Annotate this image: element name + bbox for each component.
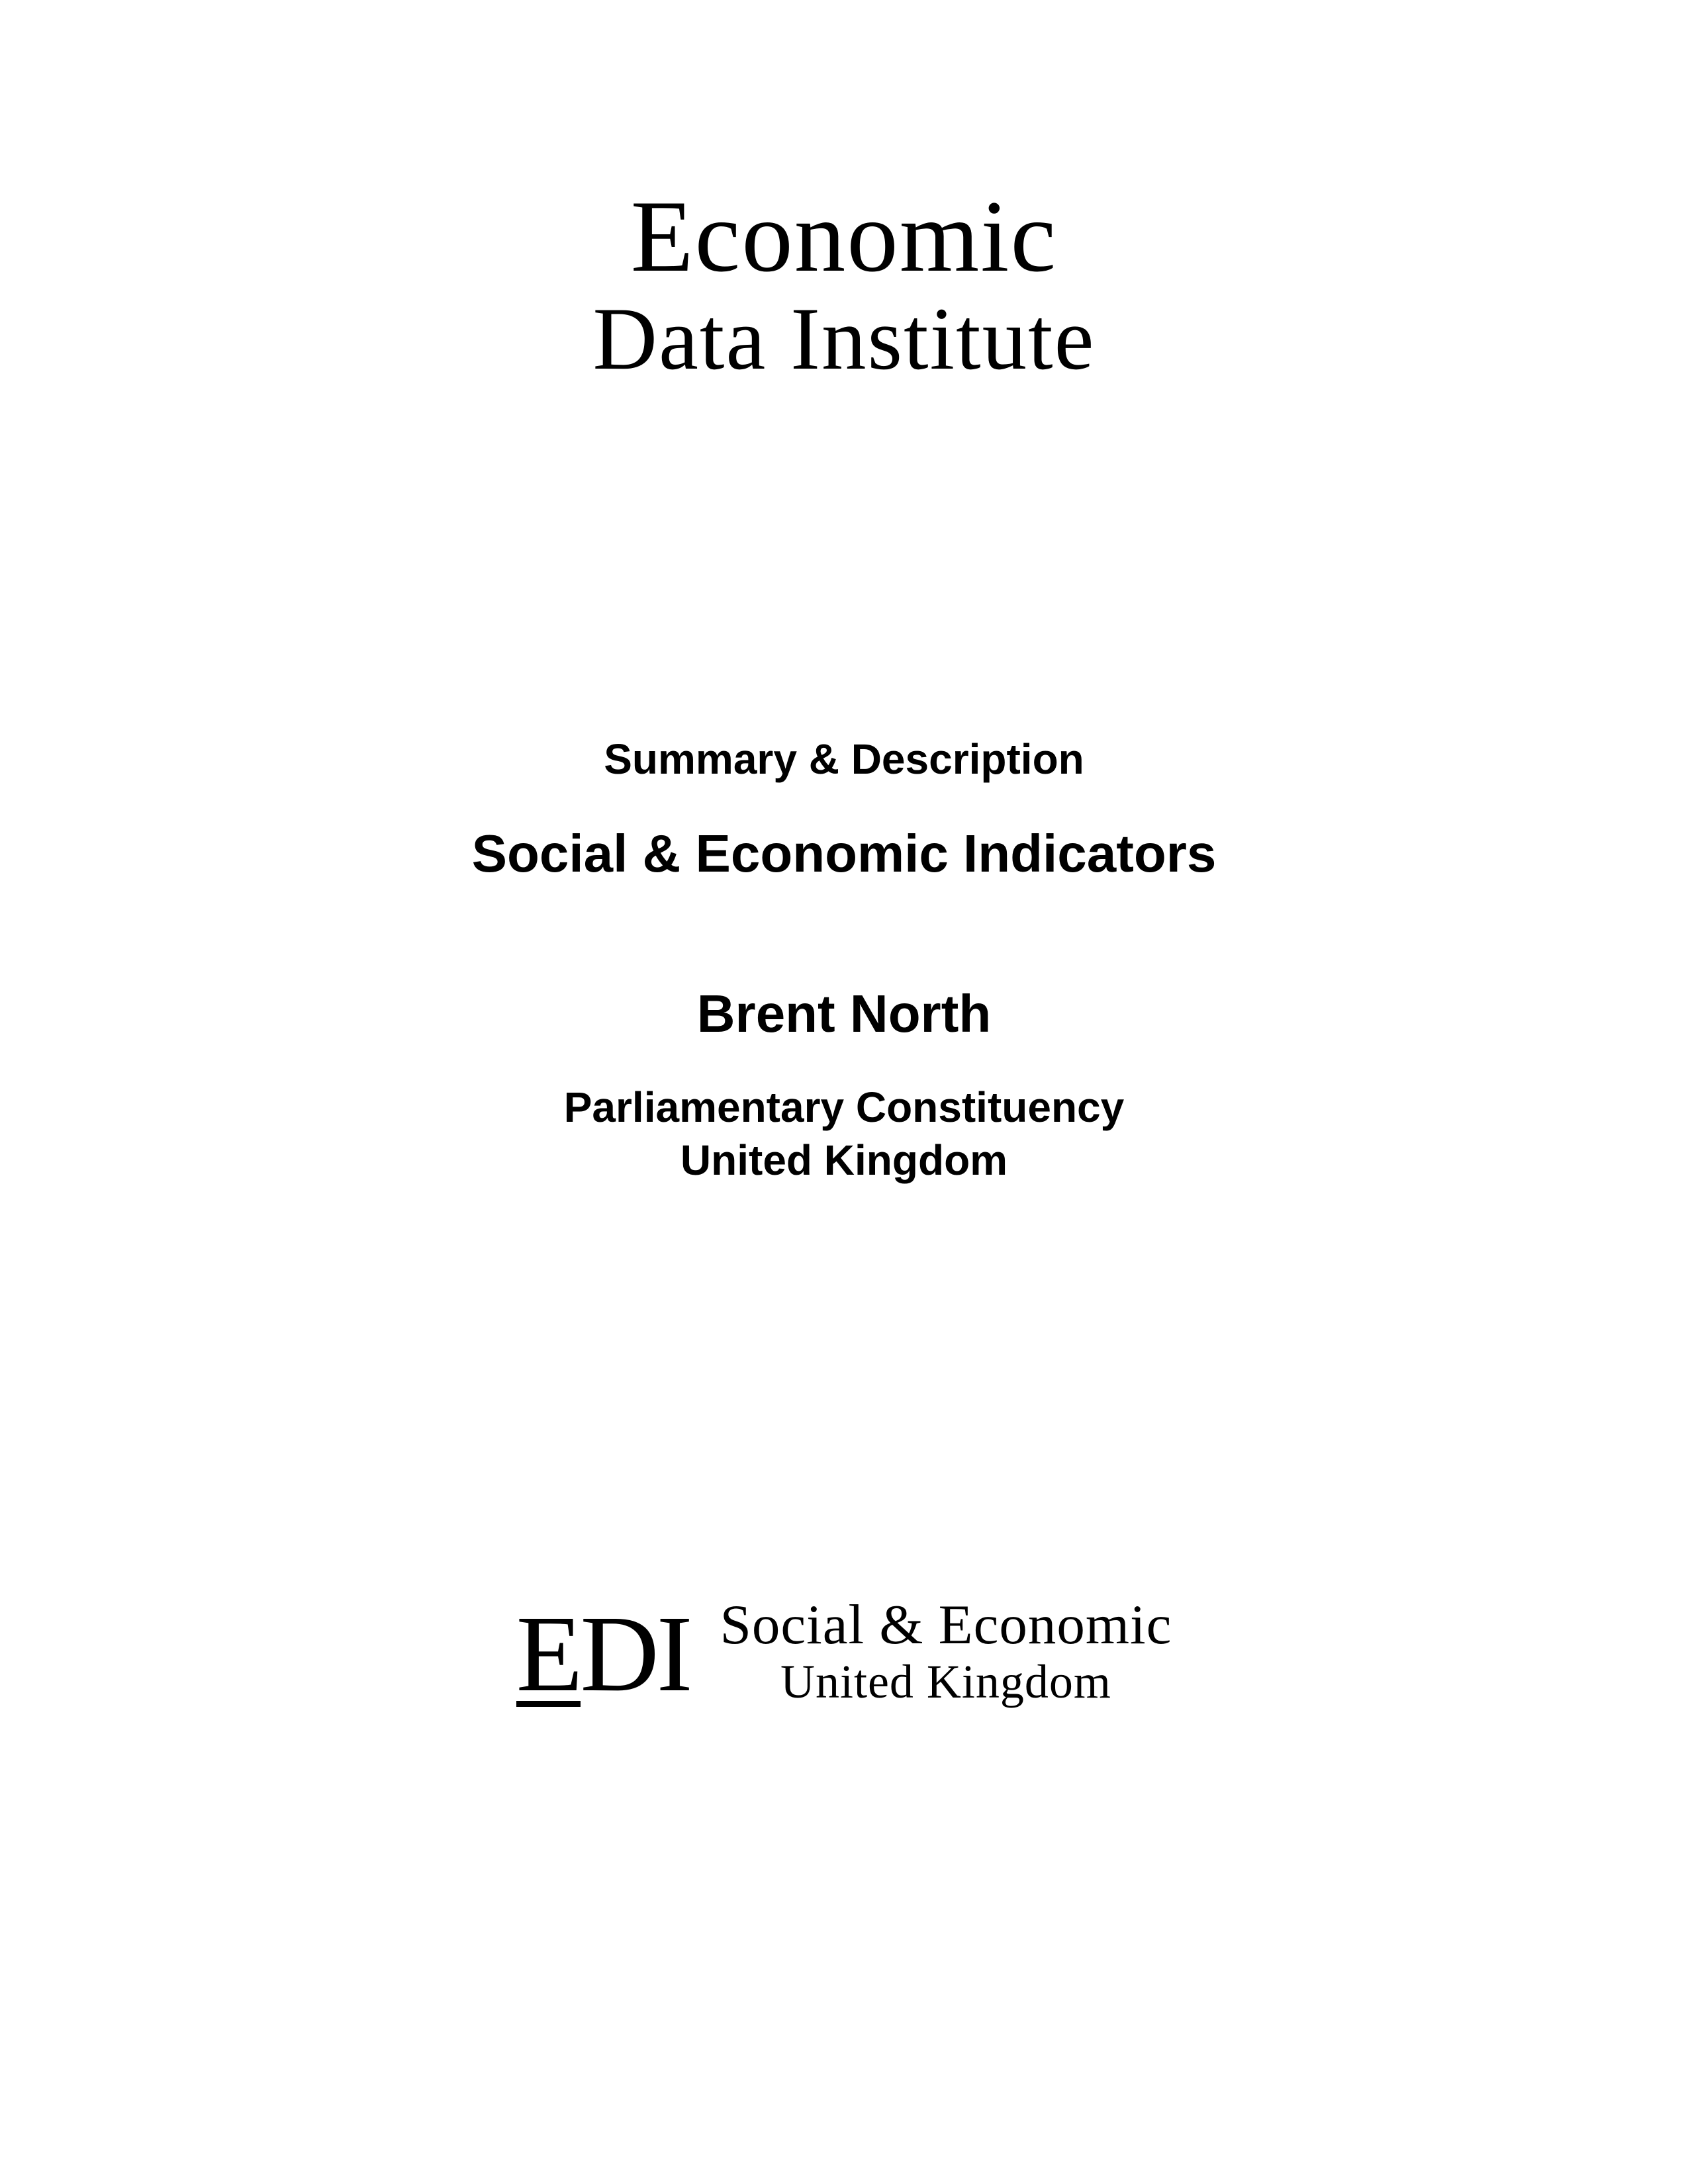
constituency-line1: Parliamentary Constituency [472,1081,1217,1134]
edi-mark-rest: DI [581,1593,690,1714]
bottom-logo: EDI Social & Economic United Kingdom [516,1597,1172,1710]
edi-text-line1: Social & Economic [720,1597,1172,1653]
edi-text-line2: United Kingdom [720,1653,1172,1710]
document-title: Social & Economic Indicators [472,823,1217,884]
summary-description: Summary & Description [472,735,1217,784]
location-name: Brent North [472,983,1217,1044]
constituency-info: Parliamentary Constituency United Kingdo… [472,1081,1217,1187]
logo-line1: Economic [592,185,1095,288]
edi-text: Social & Economic United Kingdom [720,1597,1172,1710]
document-page: Economic Data Institute Summary & Descri… [0,0,1688,2184]
edi-mark: EDI [516,1599,690,1708]
logo-line2: Data Institute [592,288,1095,390]
constituency-line2: United Kingdom [472,1134,1217,1187]
edi-mark-first-letter: E [516,1608,581,1706]
top-logo: Economic Data Institute [592,185,1095,390]
middle-section: Summary & Description Social & Economic … [472,735,1217,1187]
